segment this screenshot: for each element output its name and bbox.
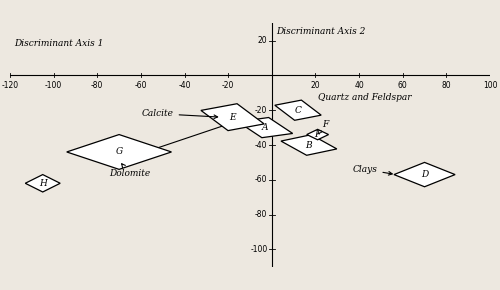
Text: E: E	[229, 113, 236, 122]
Text: C: C	[294, 106, 302, 115]
Text: F: F	[314, 130, 321, 139]
Text: 60: 60	[398, 81, 407, 90]
Text: -80: -80	[91, 81, 104, 90]
Polygon shape	[281, 135, 337, 155]
Polygon shape	[306, 129, 328, 140]
Text: Discriminant Axis 1: Discriminant Axis 1	[14, 39, 104, 48]
Text: 100: 100	[483, 81, 497, 90]
Text: -80: -80	[255, 210, 268, 219]
Text: -60: -60	[255, 175, 268, 184]
Text: 80: 80	[442, 81, 451, 90]
Text: 20: 20	[258, 36, 268, 45]
Text: H: H	[39, 179, 46, 188]
Text: -20: -20	[255, 106, 268, 115]
Text: -60: -60	[134, 81, 147, 90]
Polygon shape	[66, 135, 172, 169]
Text: A: A	[262, 123, 268, 132]
Text: Clays: Clays	[352, 165, 392, 175]
Text: Quartz and Feldspar: Quartz and Feldspar	[318, 93, 411, 102]
Text: G: G	[116, 147, 122, 157]
Text: -100: -100	[45, 81, 62, 90]
Polygon shape	[26, 175, 60, 192]
Text: -40: -40	[178, 81, 191, 90]
Text: 20: 20	[310, 81, 320, 90]
Polygon shape	[394, 162, 455, 187]
Text: -120: -120	[2, 81, 18, 90]
Text: B: B	[306, 140, 312, 150]
Text: D: D	[421, 170, 428, 179]
Text: -40: -40	[255, 140, 268, 150]
Text: Discriminant Axis 2: Discriminant Axis 2	[276, 27, 366, 36]
Text: F: F	[318, 120, 328, 134]
Text: Calcite: Calcite	[142, 109, 218, 119]
Text: 40: 40	[354, 81, 364, 90]
Text: -20: -20	[222, 81, 234, 90]
Text: Dolomite: Dolomite	[110, 164, 150, 178]
Polygon shape	[238, 117, 292, 138]
Polygon shape	[201, 104, 264, 130]
Polygon shape	[275, 100, 321, 120]
Text: -100: -100	[250, 245, 268, 254]
